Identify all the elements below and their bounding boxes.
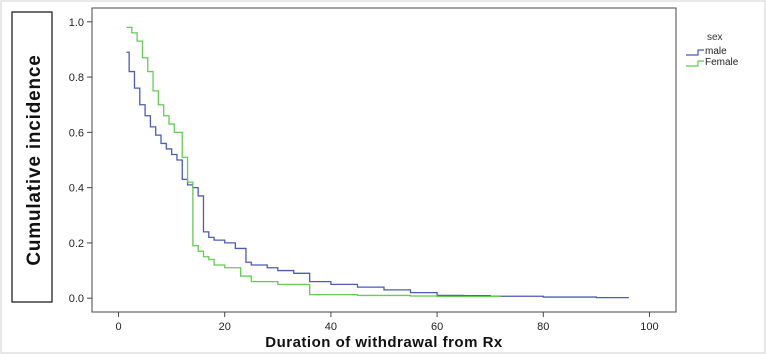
y-tick-label: 0.8 — [69, 72, 84, 84]
legend-label-female: Female — [705, 57, 739, 68]
series-line-male — [126, 51, 629, 299]
series-line-female — [126, 26, 501, 298]
x-tick-label: 80 — [537, 321, 549, 333]
series-layer — [126, 26, 629, 299]
x-tick-label: 40 — [325, 321, 337, 333]
ylabel-box — [11, 11, 53, 303]
legend-swatch-female — [686, 60, 704, 67]
plot-area — [91, 7, 677, 313]
y-tick-label: 0.0 — [69, 293, 84, 305]
y-tick-label: 0.4 — [69, 183, 84, 195]
axis-ticks: 0 20 40 60 80 100 0.0 0.2 0.4 0.6 0.8 1.0 — [69, 17, 659, 333]
y-tick-label: 1.0 — [69, 17, 84, 29]
y-tick-label: 0.2 — [69, 238, 84, 250]
y-tick-label: 0.6 — [69, 127, 84, 139]
y-axis-title: Cumulative incidence — [24, 54, 45, 265]
x-tick-label: 60 — [431, 321, 443, 333]
x-tick-label: 20 — [219, 321, 231, 333]
x-tick-label: 100 — [640, 321, 658, 333]
legend-title: sex — [707, 32, 723, 43]
x-axis-title: Duration of withdrawal from Rx — [265, 334, 503, 351]
x-tick-label: 0 — [115, 321, 121, 333]
legend-label-male: male — [705, 46, 727, 57]
legend-swatch-male — [686, 49, 704, 56]
